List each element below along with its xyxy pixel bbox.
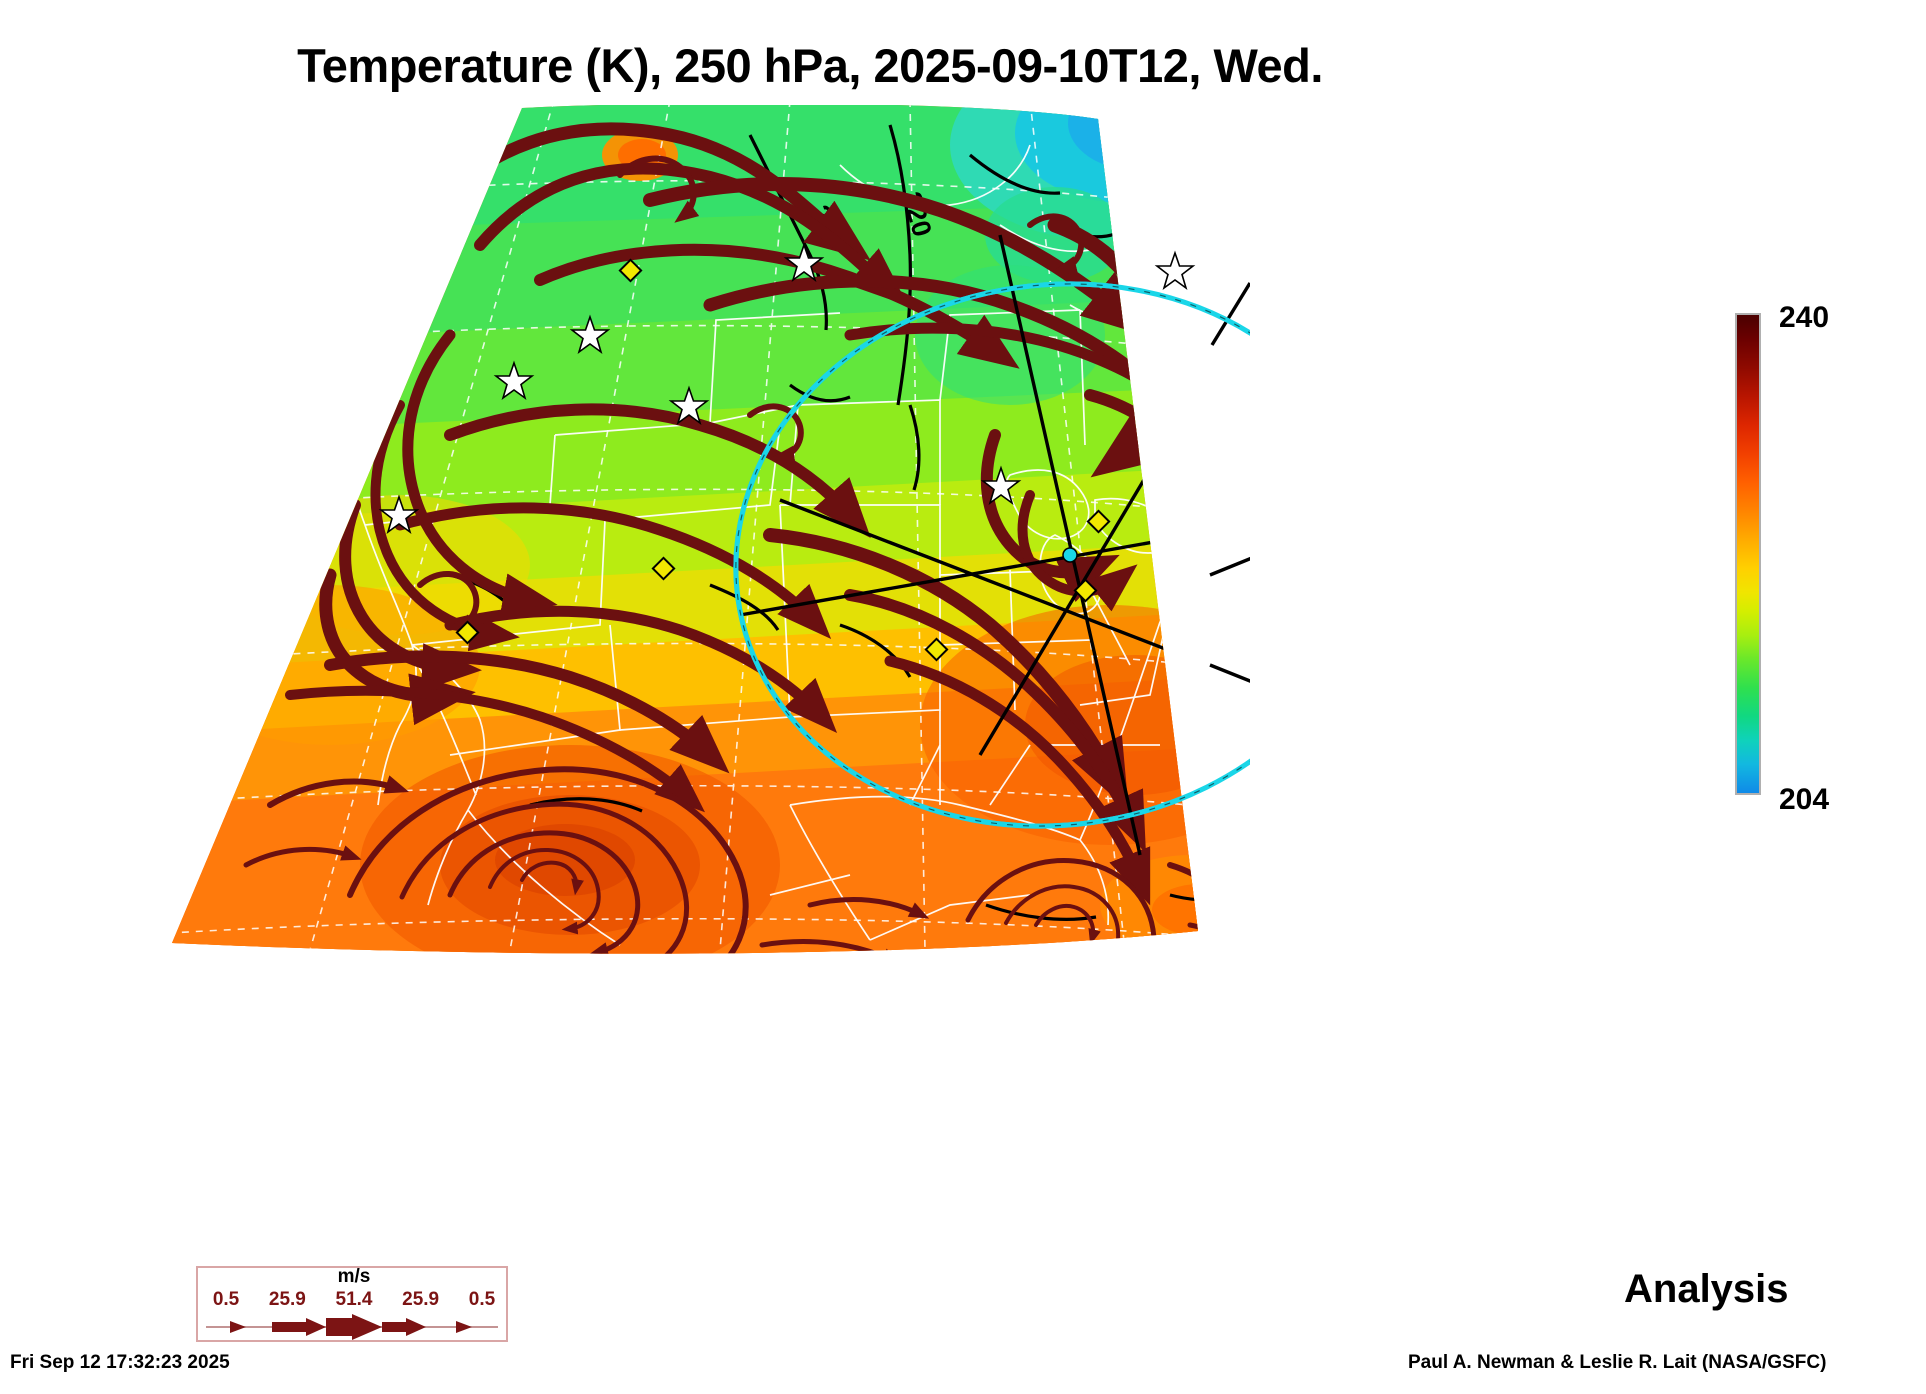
wind-legend-ticks: 0.5 25.9 51.4 25.9 0.5 [198, 1288, 510, 1312]
author-credit: Paul A. Newman & Leslie R. Lait (NASA/GS… [1408, 1352, 1827, 1373]
analysis-label: Analysis [1624, 1267, 1789, 1311]
colorbar[interactable]: 240 204 [1735, 303, 1925, 816]
diamond-marker[interactable] [1073, 578, 1098, 603]
footprint-center-marker[interactable] [1062, 547, 1078, 563]
diamond-marker[interactable] [1086, 509, 1111, 534]
star-marker[interactable] [493, 360, 535, 401]
diamond-marker[interactable] [618, 258, 643, 283]
star-marker-outside[interactable] [1154, 250, 1196, 291]
star-marker[interactable] [668, 385, 710, 426]
wind-legend-tick: 0.5 [468, 1289, 496, 1310]
map-contents: 220 220 [172, 105, 1199, 954]
colorbar-max-label: 240 [1779, 301, 1830, 334]
wind-speed-legend: m/s 0.5 25.9 51.4 25.9 0.5 [196, 1266, 508, 1342]
wind-legend-arrow-scale [206, 1314, 498, 1340]
page-title: Temperature (K), 250 hPa, 2025-09-10T12,… [297, 39, 1323, 92]
map-plot-area[interactable]: 220 220 [150, 105, 1250, 955]
orbit-tracks [739, 234, 1198, 856]
diamond-marker-group[interactable] [455, 258, 1111, 662]
colorbar-min-label: 204 [1779, 783, 1830, 816]
star-marker[interactable] [1154, 250, 1196, 291]
wind-legend-tick: 25.9 [268, 1289, 306, 1310]
wind-legend-tick: 51.4 [335, 1289, 373, 1310]
star-marker[interactable] [378, 494, 420, 535]
diamond-marker[interactable] [924, 637, 949, 662]
wind-legend-tick: 0.5 [212, 1289, 240, 1310]
star-marker[interactable] [569, 314, 611, 355]
footprint-circle-outside [733, 281, 1250, 829]
star-marker[interactable] [783, 242, 825, 283]
wind-legend-tick: 25.9 [402, 1289, 440, 1310]
generation-timestamp: Fri Sep 12 17:32:23 2025 [10, 1352, 230, 1373]
diamond-marker[interactable] [455, 620, 480, 645]
star-marker[interactable] [980, 465, 1022, 506]
colorbar-gradient [1735, 313, 1761, 795]
star-marker[interactable] [1160, 425, 1199, 466]
diamond-marker[interactable] [651, 556, 676, 581]
wind-legend-unit-label: m/s [337, 1266, 371, 1287]
map-svg[interactable]: 220 220 [150, 105, 1250, 955]
orbit-tracks-outside [1209, 282, 1250, 683]
